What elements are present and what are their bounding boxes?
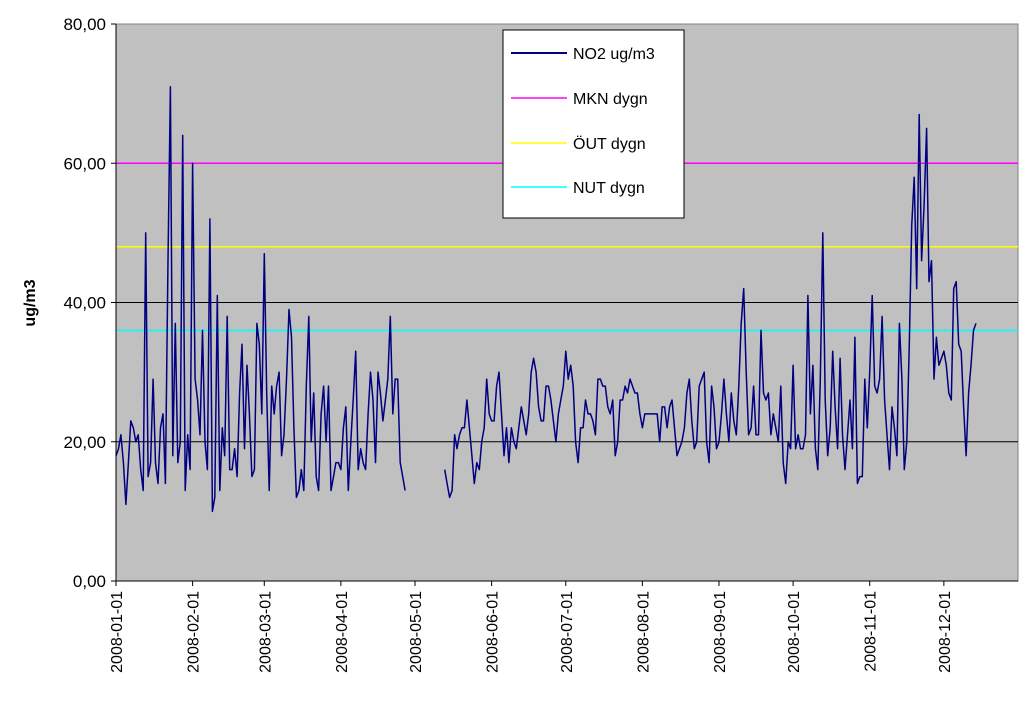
series-line-no2 [115, 85, 406, 513]
legend: NO2 ug/m3 MKN dygn ÖUT dygn NUT dygn [502, 29, 685, 219]
x-tick-label: 2008-10-01 [786, 591, 803, 673]
y-tick-label: 60,00 [63, 154, 106, 173]
x-tick-label: 2008-01-01 [109, 591, 126, 673]
x-tick-label: 2008-05-01 [408, 591, 425, 673]
x-tick-label: 2008-04-01 [334, 591, 351, 673]
x-tick-label: 2008-02-01 [186, 591, 203, 673]
y-tick-label: 80,00 [63, 15, 106, 34]
legend-label: NO2 ug/m3 [573, 46, 655, 63]
legend-label: ÖUT dygn [573, 135, 646, 153]
y-tick-label: 0,00 [73, 572, 106, 591]
series-line-no2 [443, 113, 977, 499]
x-tick-label: 2008-03-01 [257, 591, 274, 673]
legend-items: NO2 ug/m3 MKN dygn ÖUT dygn NUT dygn [511, 46, 655, 197]
legend-label: MKN dygn [573, 91, 648, 108]
y-axis-label: ug/m3 [22, 279, 39, 326]
x-tick-label: 2008-11-01 [863, 591, 880, 672]
x-tick-label: 2008-06-01 [485, 591, 502, 673]
y-tick-label: 20,00 [63, 433, 106, 452]
y-tick-label: 40,00 [63, 294, 106, 313]
axes: 0,00 20,00 40,00 60,00 80,00 2008-01-01 2008-0… [63, 15, 1018, 673]
x-tick-label: 2008-07-01 [559, 591, 576, 673]
x-tick-label: 2008-09-01 [712, 591, 729, 673]
legend-label: NUT dygn [573, 180, 645, 197]
x-tick-label: 2008-08-01 [635, 591, 652, 673]
x-tick-label: 2008-12-01 [937, 591, 954, 673]
